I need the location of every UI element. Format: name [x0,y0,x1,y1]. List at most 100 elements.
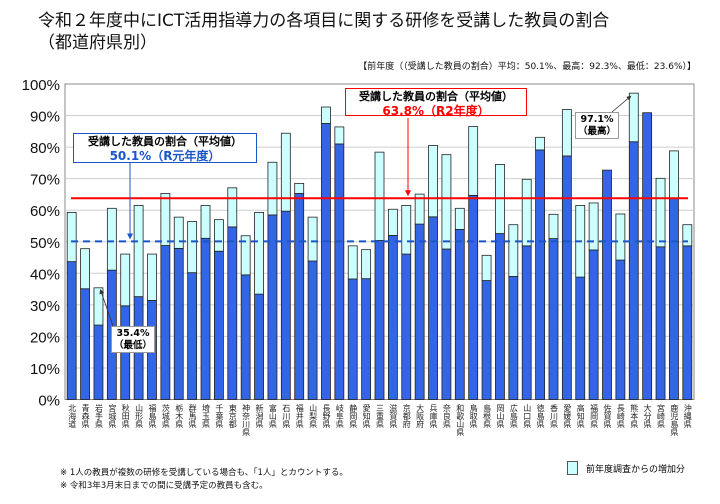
r1-average-label: 受講した教員の割合（平均値） 50.1%（R元年度） [73,133,257,163]
bar-increase [254,212,264,295]
bar-base [414,223,425,400]
x-tick-label: 東京都 [228,404,238,428]
x-tick-label: 神奈川県 [241,404,251,436]
bar-increase [307,216,318,262]
bar-increase [561,109,572,157]
bar-base [468,194,479,400]
min-value: 35.4% [116,328,150,339]
chart-title: 令和２年度中にICT活用指導力の各項目に関する研修を受講した教員の割合 [38,11,610,31]
min-arrow [99,289,114,327]
x-tick-label: 島根県 [482,404,492,428]
bar-increase [655,177,666,248]
r2-average-label: 受講した教員の割合（平均値） 63.8%（R2年度） [345,88,527,118]
x-tick-label: 茨城県 [161,404,171,428]
note-2: ※ 令和3年3月末日までの間に受講予定の教員も含む。 [60,481,268,491]
legend-label: 前年度調査からの増加分 [586,464,686,475]
x-tick-label: 広島県 [509,404,519,428]
x-tick-label: 群馬県 [188,404,198,428]
bar-base [227,226,238,400]
bar-base [200,237,211,400]
y-tick-label: 40% [30,266,60,283]
bar-increase [334,126,345,145]
bar-base [374,240,385,400]
bar-base [508,276,519,400]
bar-base [521,245,532,400]
chart-subtitle: （都道府県別） [38,33,157,53]
legend: 前年度調査からの増加分 [567,461,685,475]
bar-increase [628,92,639,143]
bar-increase [401,205,412,255]
y-tick-label: 20% [30,329,60,346]
x-tick-label: 山形県 [134,404,144,428]
min-label: 35.4% （最低） [111,326,155,353]
bar-base [187,272,198,400]
x-tick-label: 熊本県 [629,404,639,428]
y-tick-label: 60% [30,203,60,220]
bar-base [254,293,264,400]
bar-base [307,260,318,400]
bar-base [642,112,653,400]
x-tick-label: 京都府 [402,404,412,428]
bar-base [334,143,345,400]
bar-base [173,247,184,400]
bar-base [561,155,572,400]
max-text: （最高） [577,126,616,137]
x-tick-label: 沖縄県 [683,404,693,428]
x-tick-label: 岐阜県 [335,404,345,428]
x-tick-label: 愛媛県 [562,404,572,428]
x-tick-label: 香川県 [549,404,559,428]
bar-increase [468,126,479,196]
x-tick-label: 宮城県 [107,404,117,428]
bar-increase [428,145,438,218]
min-text: （最低） [113,340,152,351]
bar-base [454,229,465,400]
x-tick-label: 栃木県 [174,404,184,428]
x-tick-label: 埼玉県 [201,404,211,428]
bar-base [655,246,666,400]
bar-increase [227,187,238,228]
x-tick-label: 岡山県 [495,404,505,428]
bar-base [669,198,679,400]
bar-base [682,245,693,400]
x-tick-label: 山口県 [522,404,532,428]
bar-increase [173,216,184,249]
bar-increase [481,254,492,281]
bar-increase [347,245,358,280]
bar-base [347,278,358,400]
x-tick-label: 三重県 [375,404,385,428]
bar-increase [200,205,211,239]
bar-base [615,259,626,400]
bar-base [80,288,90,400]
y-tick-label: 90% [30,109,60,126]
bar-increase [454,207,465,230]
y-tick-label: 100% [22,77,60,94]
r2-average-value: 63.8%（R2年度） [382,104,490,118]
bar-base [575,276,586,400]
x-tick-label: 鹿児島県 [669,404,679,436]
max-value: 97.1% [580,114,614,125]
x-tick-label: 北海道 [67,404,77,428]
bar-base [361,278,372,400]
bar-increase [682,224,693,247]
bar-base [428,216,438,400]
x-tick-label: 福島県 [147,404,157,428]
x-tick-label: 青森県 [81,404,91,428]
bar-increase [387,208,398,236]
x-tick-label: 鳥取県 [469,404,479,428]
x-tick-label: 富山県 [268,404,278,428]
bar-base [280,210,291,400]
x-tick-label: 愛知県 [362,404,372,428]
bar-base [93,324,104,400]
x-tick-label: 新潟県 [255,404,265,428]
bar-increase [374,151,385,241]
bar-increase [294,182,305,194]
bar-increase [93,287,104,326]
r1-average-value: 50.1%（R元年度） [109,149,221,163]
bar-base [294,193,305,400]
bar-base [240,274,251,400]
bar-base [321,123,331,400]
x-tick-label: 滋賀県 [388,404,398,428]
bar-base [481,280,492,400]
bar-increase [508,224,519,277]
legend-swatch [567,461,578,475]
